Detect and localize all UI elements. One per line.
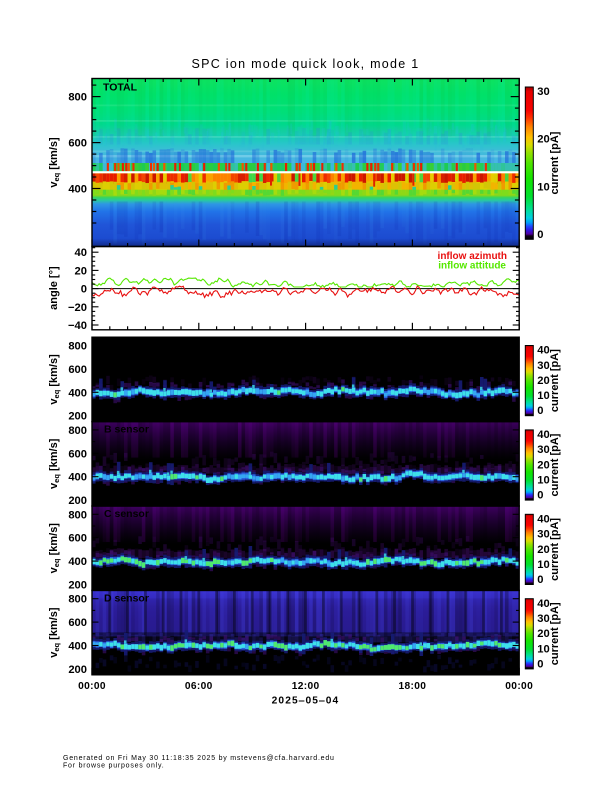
svg-text:30: 30	[537, 444, 549, 456]
svg-text:400: 400	[68, 387, 87, 399]
svg-text:30: 30	[537, 86, 549, 98]
svg-text:800: 800	[68, 341, 87, 353]
svg-text:10: 10	[537, 390, 549, 402]
svg-text:40: 40	[537, 598, 549, 610]
svg-text:400: 400	[68, 472, 87, 484]
svg-text:inflow attitude: inflow attitude	[438, 261, 506, 272]
svg-text:00:00: 00:00	[78, 681, 106, 692]
svg-text:400: 400	[68, 641, 87, 653]
svg-text:B sensor: B sensor	[104, 424, 149, 436]
svg-text:20: 20	[537, 628, 549, 640]
svg-text:angle [°]: angle [°]	[48, 266, 60, 310]
svg-text:200: 200	[68, 411, 87, 423]
svg-text:600: 600	[68, 533, 87, 545]
svg-text:veq [km/s]: veq [km/s]	[48, 523, 61, 574]
svg-text:600: 600	[68, 138, 87, 150]
svg-text:20: 20	[537, 544, 549, 556]
svg-text:0: 0	[81, 284, 87, 296]
svg-text:0: 0	[537, 658, 543, 670]
svg-text:40: 40	[537, 345, 549, 357]
svg-text:2025‒05‒04: 2025‒05‒04	[272, 696, 340, 707]
svg-text:Generated on Fri May 30 11:18:: Generated on Fri May 30 11:18:35 2025 by…	[63, 755, 335, 762]
svg-text:20: 20	[537, 375, 549, 387]
svg-text:00:00: 00:00	[505, 681, 533, 692]
svg-text:veq [km/s]: veq [km/s]	[48, 354, 61, 405]
svg-text:TOTAL: TOTAL	[103, 82, 138, 94]
svg-text:−20: −20	[68, 302, 87, 314]
svg-text:40: 40	[537, 429, 549, 441]
svg-text:800: 800	[68, 425, 87, 437]
svg-text:D sensor: D sensor	[104, 592, 149, 604]
svg-text:veq [km/s]: veq [km/s]	[48, 438, 61, 489]
svg-text:veq [km/s]: veq [km/s]	[48, 137, 61, 188]
svg-text:veq [km/s]: veq [km/s]	[48, 607, 61, 658]
svg-text:10: 10	[537, 181, 549, 193]
svg-text:800: 800	[68, 92, 87, 104]
svg-text:For browse purposes only.: For browse purposes only.	[63, 763, 164, 770]
svg-text:18:00: 18:00	[398, 681, 426, 692]
svg-text:400: 400	[68, 556, 87, 568]
svg-text:12:00: 12:00	[292, 681, 320, 692]
svg-text:06:00: 06:00	[185, 681, 213, 692]
svg-text:20: 20	[75, 265, 87, 277]
svg-text:current [pA]: current [pA]	[549, 518, 561, 581]
svg-text:800: 800	[68, 594, 87, 606]
svg-text:0: 0	[537, 490, 543, 502]
svg-text:40: 40	[537, 514, 549, 526]
svg-text:200: 200	[68, 495, 87, 507]
svg-text:10: 10	[537, 475, 549, 487]
svg-text:0: 0	[537, 405, 543, 417]
svg-text:600: 600	[68, 364, 87, 376]
svg-text:200: 200	[68, 664, 87, 676]
svg-text:current [pA]: current [pA]	[549, 433, 561, 496]
svg-text:SPC ion mode quick look, mode: SPC ion mode quick look, mode 1	[192, 57, 420, 71]
svg-text:30: 30	[537, 360, 549, 372]
svg-text:current [pA]: current [pA]	[549, 602, 561, 665]
svg-text:C sensor: C sensor	[104, 508, 149, 520]
svg-text:600: 600	[68, 448, 87, 460]
svg-text:−40: −40	[68, 320, 87, 332]
svg-text:10: 10	[537, 559, 549, 571]
svg-text:current [pA]: current [pA]	[549, 349, 561, 412]
svg-text:current [pA]: current [pA]	[549, 131, 561, 194]
svg-text:400: 400	[68, 184, 87, 196]
svg-text:20: 20	[537, 134, 549, 146]
svg-text:800: 800	[68, 509, 87, 521]
svg-text:30: 30	[537, 529, 549, 541]
svg-text:inflow azimuth: inflow azimuth	[438, 251, 507, 262]
svg-text:10: 10	[537, 643, 549, 655]
svg-text:600: 600	[68, 617, 87, 629]
svg-text:40: 40	[75, 247, 87, 259]
svg-text:0: 0	[537, 229, 543, 241]
svg-text:0: 0	[537, 574, 543, 586]
svg-text:30: 30	[537, 613, 549, 625]
svg-text:200: 200	[68, 580, 87, 592]
svg-text:20: 20	[537, 459, 549, 471]
